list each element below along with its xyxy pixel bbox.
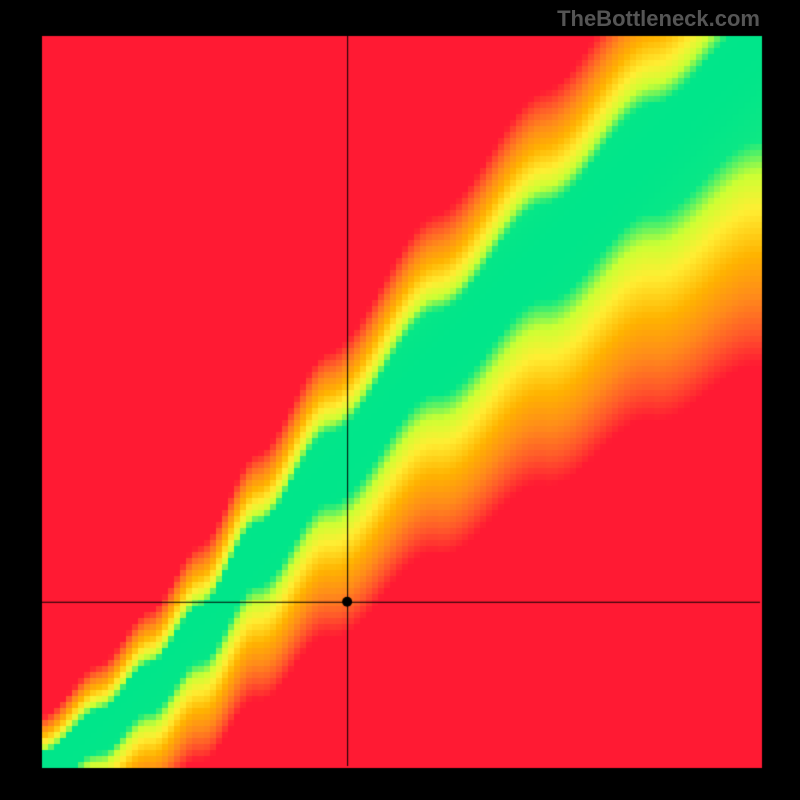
watermark-text: TheBottleneck.com [557,6,760,32]
bottleneck-heatmap-canvas [0,0,800,800]
chart-container: TheBottleneck.com [0,0,800,800]
